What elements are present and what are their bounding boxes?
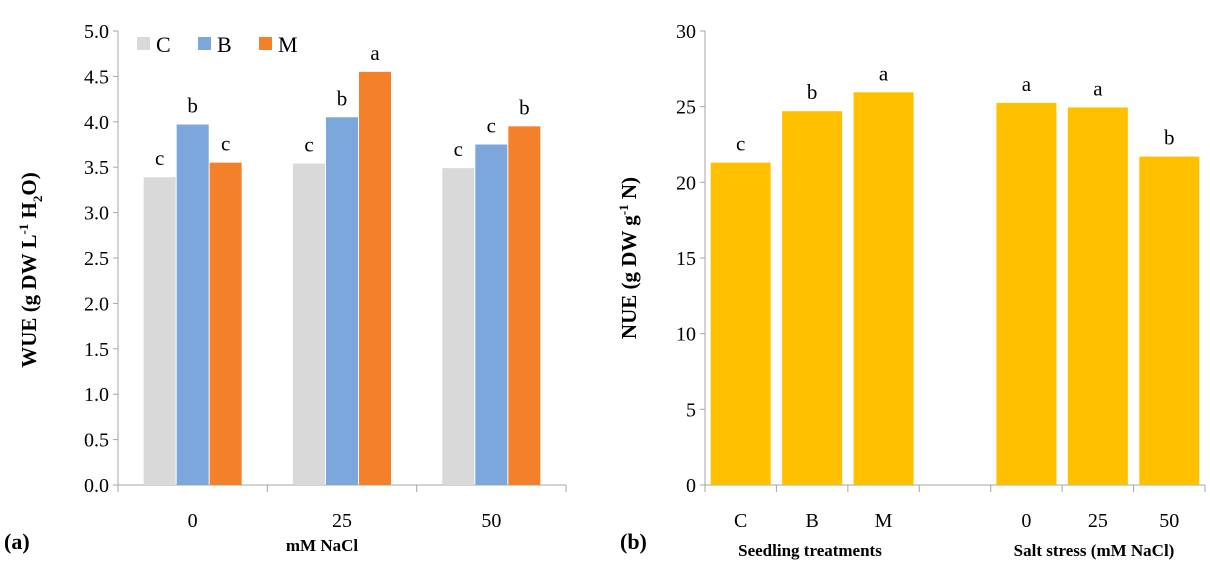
chart-a-ytick-label: 2.5 [84,248,109,270]
chart-b-bar [996,102,1057,485]
chart-a-ytick-label: 3.0 [84,203,109,225]
chart-a-bar-C [143,177,176,486]
chart-a-xlabel: mM NaCl [286,536,359,555]
chart-b: NUE (g DW g-1 N) Seedling treatments Sal… [616,21,1206,560]
chart-a-significance-letter: b [187,94,198,118]
chart-b-ytick-label: 5 [686,399,696,421]
chart-b-ytick-label: 30 [676,21,696,43]
chart-a-bar-C [293,163,325,485]
chart-b-xtick-label: C [734,510,747,532]
chart-b-xtick-label: 50 [1159,510,1179,532]
chart-a-legend-label-B: B [217,32,232,57]
chart-a-bar-B [475,144,508,485]
chart-b-xtick-label: M [875,510,893,532]
chart-b-xtick-label: 0 [1021,510,1031,532]
chart-a-ytick-label: 0.0 [84,475,109,497]
chart-a-legend-label-C: C [156,32,171,57]
chart-a-ytick-label: 3.5 [84,157,109,179]
chart-b-significance-letter: a [1022,72,1032,96]
chart-b-significance-letter: c [736,132,745,156]
chart-b-bar [782,111,843,485]
chart-a-xtick-label: 0 [188,510,198,532]
chart-a-bar-C [442,168,475,485]
chart-b-ytick-label: 25 [676,97,696,119]
chart-a-bar-B [326,117,358,485]
chart-a-significance-letter: c [304,133,313,157]
chart-b-bar [1139,156,1200,485]
chart-b-ytick-label: 0 [686,475,696,497]
chart-a-ytick-label: 2.0 [84,293,109,315]
chart-b-bar [1067,107,1128,485]
chart-a-significance-letter: a [370,41,380,65]
chart-a-ylabel: WUE (g DW L-1 H2O) [16,172,45,367]
chart-a-significance-letter: c [155,146,164,170]
chart-b-xtick-label: 25 [1088,510,1108,532]
chart-b-ylabel: NUE (g DW g-1 N) [616,177,641,339]
chart-a-significance-letter: b [519,95,530,119]
chart-b-panel-label: (b) [620,529,647,554]
chart-a-significance-letter: c [454,137,463,161]
chart-a-bar-M [508,126,541,485]
chart-a-xtick-label: 50 [481,510,501,532]
chart-b-group-label-salt: Salt stress (mM NaCl) [1014,541,1175,560]
chart-a-legend-swatch-M [259,37,272,50]
chart-a-ytick-label: 4.0 [84,112,109,134]
chart-a-ytick-label: 0.5 [84,430,109,452]
chart-a-panel-label: (a) [4,529,30,554]
chart-b-ytick-label: 20 [676,172,696,194]
chart-a-ytick-label: 1.5 [84,339,109,361]
chart-a-xtick-label: 25 [332,510,352,532]
chart-b-significance-letter: a [879,61,889,85]
chart-a-bar-B [176,124,209,486]
chart-b-group-label-seedling: Seedling treatments [738,541,882,560]
chart-a-legend-swatch-C [137,37,150,50]
chart-a-significance-letter: c [487,114,496,138]
chart-a-bar-M [209,162,242,485]
chart-a-ytick-label: 4.5 [84,66,109,88]
chart-b-bar [853,92,914,485]
chart-a-significance-letter: b [337,86,348,110]
chart-b-xtick-label: B [805,510,818,532]
chart-a-legend-label-M: M [278,32,298,57]
chart-a-legend-swatch-B [198,37,211,50]
chart-b-significance-letter: a [1093,76,1103,100]
chart-a-significance-letter: c [221,132,230,156]
chart-b-ytick-label: 10 [676,324,696,346]
chart-a-ytick-label: 5.0 [84,21,109,43]
chart-b-significance-letter: b [807,80,818,104]
chart-a-ytick-label: 1.0 [84,384,109,406]
chart-b-ytick-label: 15 [676,248,696,270]
chart-a: WUE (g DW L-1 H2O) mM NaCl (a) 0.0 0.5 1.0… [4,21,567,555]
chart-b-significance-letter: b [1164,126,1175,150]
chart-a-bar-M [359,71,391,486]
chart-b-bar [710,162,771,485]
